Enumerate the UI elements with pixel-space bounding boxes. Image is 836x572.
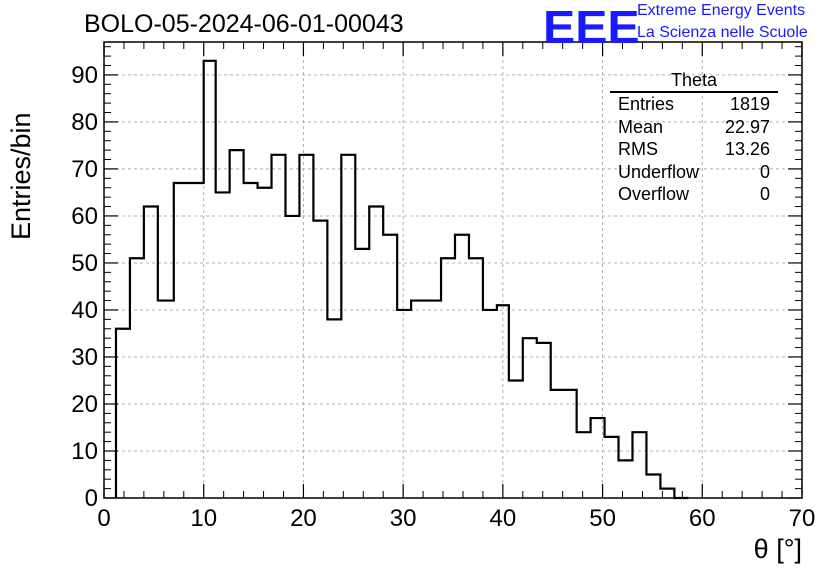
stats-row-entries: Entries 1819	[610, 93, 778, 116]
histogram-bin	[116, 329, 130, 498]
stats-value: 22.97	[724, 116, 770, 137]
stats-title: Theta	[610, 70, 778, 93]
stats-label: Entries	[618, 94, 675, 114]
x-tick-label: 70	[789, 505, 816, 532]
y-tick-label: 60	[71, 203, 98, 230]
histogram-bin	[591, 418, 605, 498]
histogram-bin	[605, 437, 619, 498]
x-axis-label: θ [°]	[753, 534, 802, 564]
histogram-bin	[397, 310, 411, 498]
stats-value: 0	[759, 161, 770, 182]
histogram-bin	[427, 301, 441, 498]
histogram-bin	[190, 183, 204, 498]
x-tick-label: 40	[490, 505, 517, 532]
stats-row-mean: Mean 22.97	[610, 116, 778, 139]
histogram-bin	[272, 155, 286, 498]
stats-label: RMS	[618, 139, 658, 159]
histogram-bin	[144, 207, 158, 498]
histogram-bin	[660, 489, 674, 498]
logo-subtitle-1: Extreme Energy Events	[637, 2, 806, 19]
histogram-bin	[537, 343, 551, 498]
y-tick-label: 10	[71, 438, 98, 465]
histogram-bin	[341, 155, 355, 498]
y-tick-label: 30	[71, 344, 98, 371]
x-tick-label: 20	[290, 505, 317, 532]
histogram-bin	[469, 258, 483, 498]
histogram-bin	[619, 460, 633, 498]
histogram-bin	[216, 192, 230, 498]
x-tick-label: 50	[589, 505, 616, 532]
x-tick-label: 30	[390, 505, 417, 532]
histogram-bin	[577, 432, 591, 498]
stats-row-rms: RMS 13.26	[610, 138, 778, 161]
stats-value: 13.26	[724, 139, 770, 159]
stats-value: 1819	[729, 94, 770, 114]
eee-logo: EEE	[543, 1, 640, 53]
logo-subtitle-2: La Scienza nelle Scuole	[637, 24, 808, 41]
y-tick-label: 20	[71, 391, 98, 418]
histogram-bin	[383, 235, 397, 498]
histogram-bin	[483, 310, 497, 498]
histogram-bin	[258, 188, 272, 498]
histogram-bin	[204, 61, 216, 498]
y-axis-label: Entries/bin	[6, 112, 36, 240]
histogram-outline	[114, 59, 689, 500]
y-tick-label: 50	[71, 250, 98, 277]
histogram-bin	[130, 258, 144, 498]
histogram-bin	[497, 305, 509, 498]
x-tick-label: 10	[190, 505, 217, 532]
histogram-bin	[646, 474, 660, 498]
histogram-bin	[509, 380, 523, 498]
stats-label: Overflow	[618, 184, 690, 204]
y-tick-label: 90	[71, 62, 98, 89]
histogram-bin	[313, 221, 327, 498]
histogram-bin	[285, 216, 299, 498]
stats-box: Theta Entries 1819 Mean 22.97 RMS 13.26 …	[610, 70, 778, 206]
histogram-bin	[411, 301, 427, 498]
stats-row-underflow: Underflow 0	[610, 161, 778, 184]
y-tick-label: 70	[71, 156, 98, 183]
histogram-bin	[523, 338, 537, 498]
histogram-bin	[299, 155, 313, 498]
histogram-bin	[441, 258, 455, 498]
x-tick-label: 0	[97, 505, 110, 532]
y-tick-label: 0	[85, 485, 98, 512]
stats-label: Mean	[618, 116, 664, 137]
histogram-bin	[565, 390, 577, 498]
histogram-bin	[327, 319, 341, 498]
histogram-bin	[158, 301, 174, 498]
histogram-bin	[230, 150, 244, 498]
histogram-bin	[355, 249, 369, 498]
histogram-bin	[455, 235, 469, 498]
histogram-bin	[369, 207, 383, 498]
stats-value: 0	[759, 184, 770, 204]
stats-label: Underflow	[618, 161, 700, 182]
stats-row-overflow: Overflow 0	[610, 183, 778, 206]
histogram-bin	[174, 183, 190, 498]
plot-frame	[103, 41, 803, 499]
chart-title: BOLO-05-2024-06-01-00043	[84, 10, 404, 38]
histogram-bin	[632, 432, 646, 498]
x-tick-label: 60	[689, 505, 716, 532]
y-tick-label: 40	[71, 297, 98, 324]
histogram-bin	[551, 390, 565, 498]
histogram-bin	[244, 183, 258, 498]
y-tick-label: 80	[71, 109, 98, 136]
